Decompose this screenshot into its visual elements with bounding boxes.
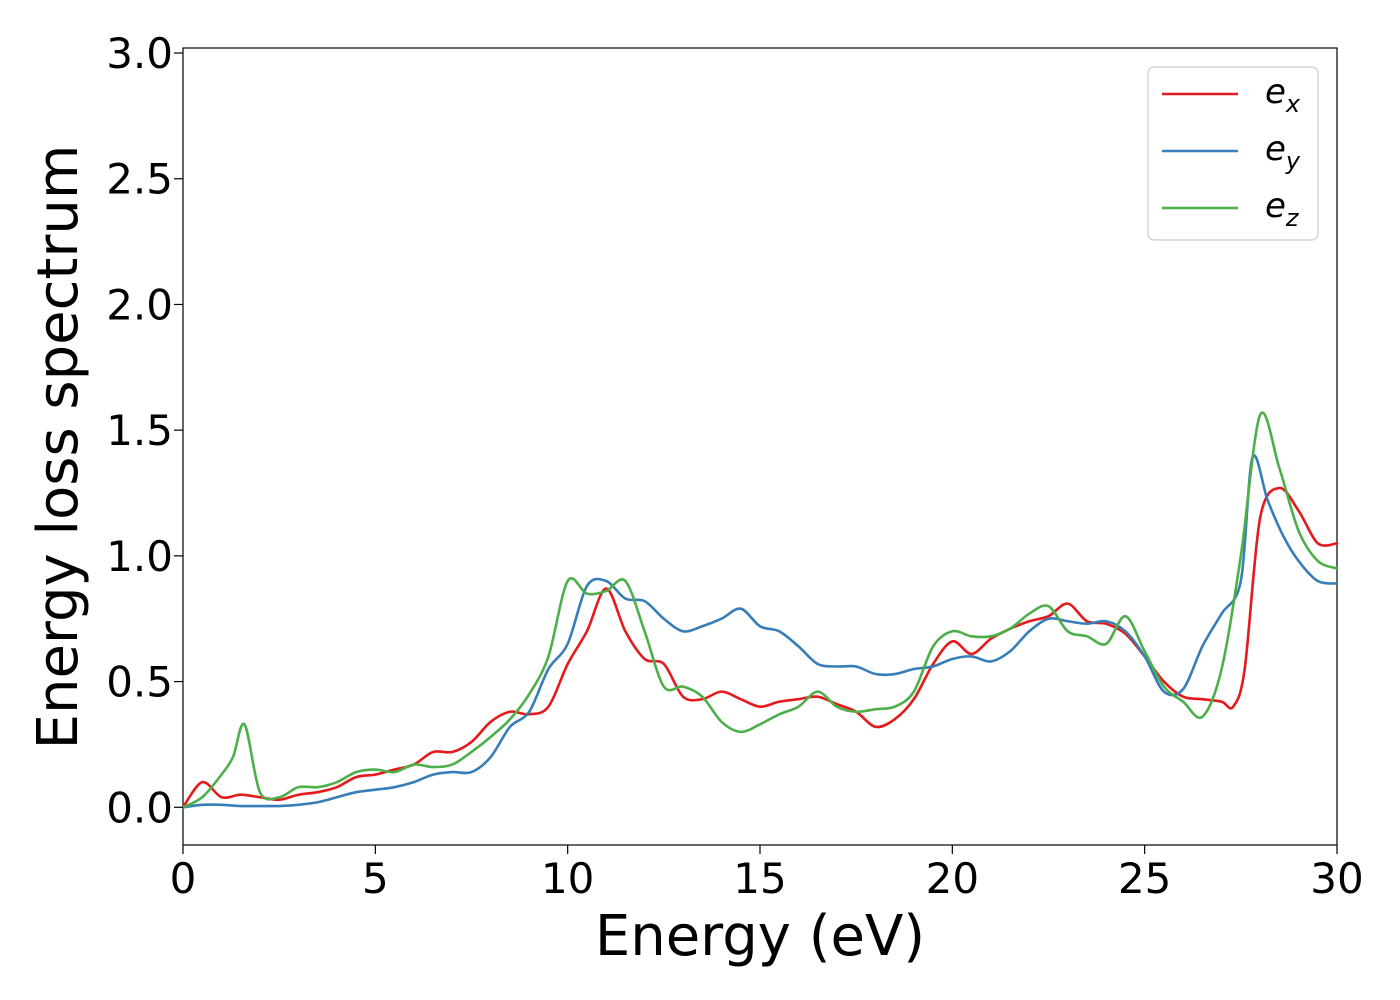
x-tick-label: 0	[170, 854, 197, 903]
series-line-x	[181, 486, 1339, 809]
legend-label-subscript: z	[1285, 204, 1300, 232]
series-line-z	[181, 411, 1339, 809]
x-tick-label: 20	[926, 854, 979, 903]
legend-label-subscript: x	[1285, 90, 1301, 118]
y-tick-label: 2.0	[106, 280, 173, 329]
series-lines	[181, 411, 1339, 809]
y-tick-label: 2.5	[106, 155, 173, 204]
y-axis-label: Energy loss spectrum	[26, 145, 91, 750]
legend-box	[1147, 66, 1319, 241]
x-tick-label: 5	[362, 854, 389, 903]
legend-label-subscript: y	[1285, 147, 1301, 175]
axis-ticks: 0 5 10 15 20 25 30 0.0 0.5 1.0 1.5 2.0 2.5 3.0	[106, 29, 1364, 903]
legend-label-z: ez	[1265, 186, 1300, 232]
series-line-y	[181, 454, 1339, 809]
legend-label-y: ey	[1265, 129, 1301, 175]
x-tick-label: 30	[1310, 854, 1363, 903]
y-tick-label: 1.0	[106, 532, 173, 581]
legend-label-x: ex	[1265, 72, 1301, 118]
y-tick-label: 1.5	[106, 406, 173, 455]
x-tick-label: 10	[541, 854, 594, 903]
x-tick-label: 25	[1118, 854, 1171, 903]
legend-label-base: e	[1265, 186, 1286, 226]
y-tick-label: 0.5	[106, 658, 173, 707]
x-tick-label: 15	[733, 854, 786, 903]
legend-label-base: e	[1265, 72, 1286, 112]
x-axis-label: Energy (eV)	[595, 904, 925, 969]
y-tick-label: 3.0	[106, 29, 173, 78]
legend-label-base: e	[1265, 129, 1286, 169]
y-tick-label: 0.0	[106, 783, 173, 832]
